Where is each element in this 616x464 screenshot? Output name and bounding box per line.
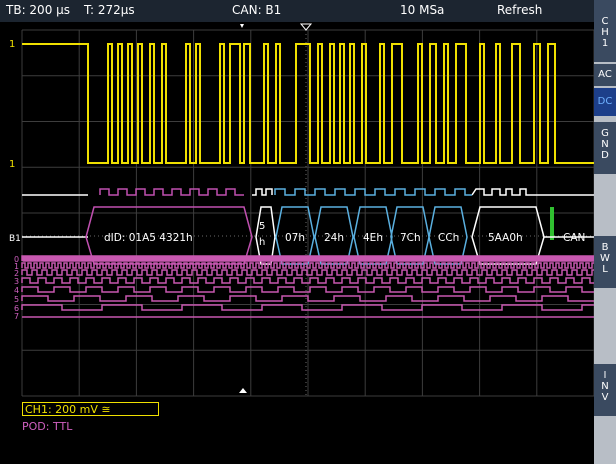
status-header: TB: 200 µs T: 272µs CAN: B1 10 MSa Refre… (0, 0, 594, 22)
waveform-area: 1 1 dID: 01A5 4321h 5 h 07h 24h 4Eh 7Ch CCh … (9, 23, 594, 397)
digital-channel-label[interactable]: 0 (14, 255, 19, 264)
trigger-source-readout[interactable]: CAN: B1 (232, 3, 282, 17)
digital-channel-trace (21, 277, 594, 284)
digital-channel-label[interactable]: 2 (14, 269, 19, 278)
decode-byte-frame (353, 206, 393, 265)
digital-channel-label[interactable]: 3 (14, 277, 19, 286)
bus-decode-track: dID: 01A5 4321h 5 h 07h 24h 4Eh 7Ch CCh 5AA0… (9, 188, 594, 265)
digital-channel-label[interactable]: 4 (14, 286, 19, 295)
decode-byte-label: CCh (438, 232, 459, 244)
trigger-time-marker (299, 23, 313, 31)
digital-channel-label[interactable]: 6 (14, 304, 19, 313)
decode-byte-label: 24h (324, 232, 344, 244)
coupling-dc-button[interactable]: DC (594, 88, 616, 116)
digital-channel-trace (21, 255, 594, 262)
digital-channel-trace (21, 295, 594, 302)
trigger-time-readout[interactable]: T: 272µs (84, 3, 135, 17)
timebase-readout[interactable]: TB: 200 µs (6, 3, 71, 17)
graticule-grid (21, 29, 594, 397)
bus-logic-trace (22, 188, 594, 196)
decode-byte-frame (428, 206, 468, 265)
digital-channel-label[interactable]: 1 (14, 262, 19, 271)
decode-byte-label: 07h (285, 232, 305, 244)
decode-byte-frame (275, 206, 315, 265)
ch1-trigger-level-marker[interactable]: 1 (9, 159, 15, 170)
digital-channel-trace (21, 262, 594, 269)
digital-channel-trace (21, 286, 594, 293)
horizontal-position-marker (239, 388, 247, 393)
coupling-ac-button[interactable]: AC (594, 64, 616, 86)
ch1-settings-badge[interactable]: CH1: 200 mV ≅ (22, 402, 159, 416)
decode-crc-label: 5AA0h (488, 232, 523, 244)
acquisition-mode-readout[interactable]: Refresh (497, 3, 543, 17)
digital-channel-trace (21, 304, 594, 311)
trigger-position-marker (240, 24, 244, 28)
bus-id-bit-trace (99, 188, 244, 196)
decode-protocol-label: CAN (563, 232, 585, 244)
digital-channel-label[interactable]: 7 (14, 312, 19, 321)
decode-id-label: dID: 01A5 4321h (104, 232, 193, 244)
ch1-waveform (22, 43, 594, 164)
decode-dlc-top: 5 (259, 221, 265, 232)
decode-ack-ok-marker (550, 207, 554, 240)
ch1-marker[interactable]: 1 (9, 39, 15, 50)
decode-dlc-bottom: h (259, 237, 265, 248)
pod-settings-label[interactable]: POD: TTL (22, 420, 73, 433)
decode-byte-label: 7Ch (400, 232, 421, 244)
scope-screen: TB: 200 µs T: 272µs CAN: B1 10 MSa Refre… (0, 0, 594, 464)
decode-dlc-frame (255, 206, 276, 265)
sample-rate-readout: 10 MSa (400, 3, 445, 17)
digital-channel-trace (21, 269, 594, 276)
digital-channel-label[interactable]: 5 (14, 295, 19, 304)
bus-marker[interactable]: B1 (9, 234, 21, 244)
decode-byte-label: 4Eh (363, 232, 383, 244)
digital-channels (21, 255, 594, 318)
bus-data-bit-trace (274, 188, 472, 196)
decode-byte-frame (314, 206, 354, 265)
